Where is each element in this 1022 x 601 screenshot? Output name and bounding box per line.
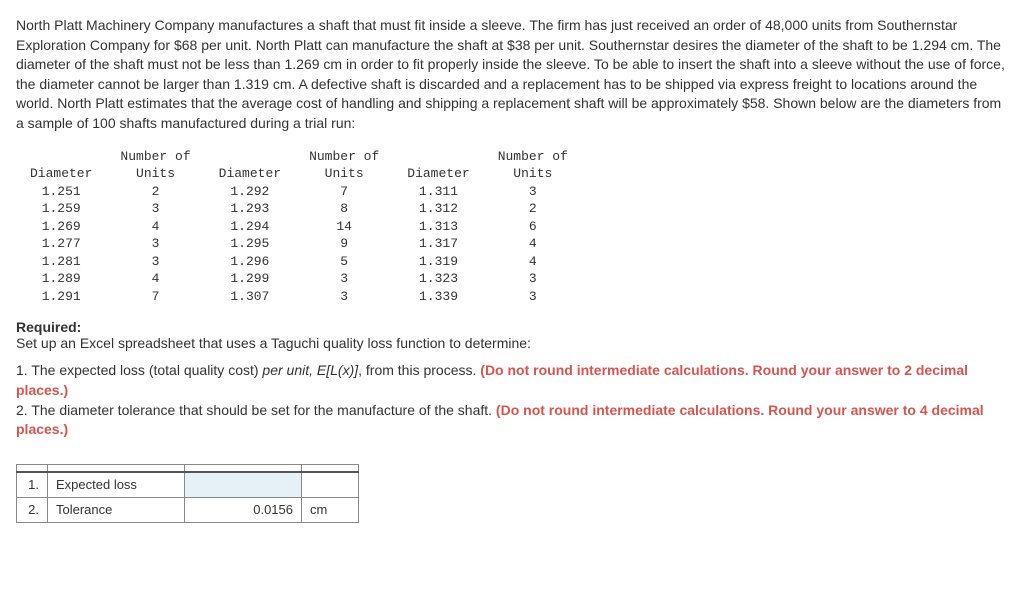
header-units: Units	[484, 165, 582, 183]
table-row: 1.27731.29591.3174	[16, 235, 582, 253]
required-text: Set up an Excel spreadsheet that uses a …	[16, 335, 531, 351]
required-label: Required:	[16, 319, 81, 335]
answer-row-label: Tolerance	[48, 497, 185, 522]
required-section: Required: Set up an Excel spreadsheet th…	[16, 319, 1006, 351]
table-row: 1.28941.29931.3233	[16, 270, 582, 288]
table-row: 1.25931.29381.3122	[16, 200, 582, 218]
problem-statement: North Platt Machinery Company manufactur…	[16, 16, 1006, 134]
header-units: Units	[106, 165, 204, 183]
sample-data-table: Number of Number of Number of Diameter U…	[16, 148, 1006, 306]
table-row: 1.26941.294141.3136	[16, 218, 582, 236]
answer-row-label: Expected loss	[48, 472, 185, 498]
answer-grid: 1. Expected loss 2. Tolerance 0.0156 cm	[16, 464, 359, 523]
answer-row-number: 1.	[17, 472, 48, 498]
header-diameter: Diameter	[393, 165, 483, 183]
header-number-of: Number of	[106, 148, 204, 166]
header-diameter: Diameter	[16, 165, 106, 183]
header-units: Units	[295, 165, 393, 183]
table-row: 1.28131.29651.3194	[16, 253, 582, 271]
header-number-of: Number of	[484, 148, 582, 166]
header-diameter: Diameter	[205, 165, 295, 183]
table-row: 1.29171.30731.3393	[16, 288, 582, 306]
tolerance-input[interactable]: 0.0156	[185, 497, 302, 522]
header-number-of: Number of	[295, 148, 393, 166]
table-row: 1.25121.29271.3113	[16, 183, 582, 201]
answer-row-number: 2.	[17, 497, 48, 522]
tolerance-unit: cm	[302, 497, 359, 522]
expected-loss-unit	[302, 472, 359, 498]
expected-loss-input[interactable]	[185, 472, 302, 498]
question-1: 1. The expected loss (total quality cost…	[16, 361, 1006, 439]
